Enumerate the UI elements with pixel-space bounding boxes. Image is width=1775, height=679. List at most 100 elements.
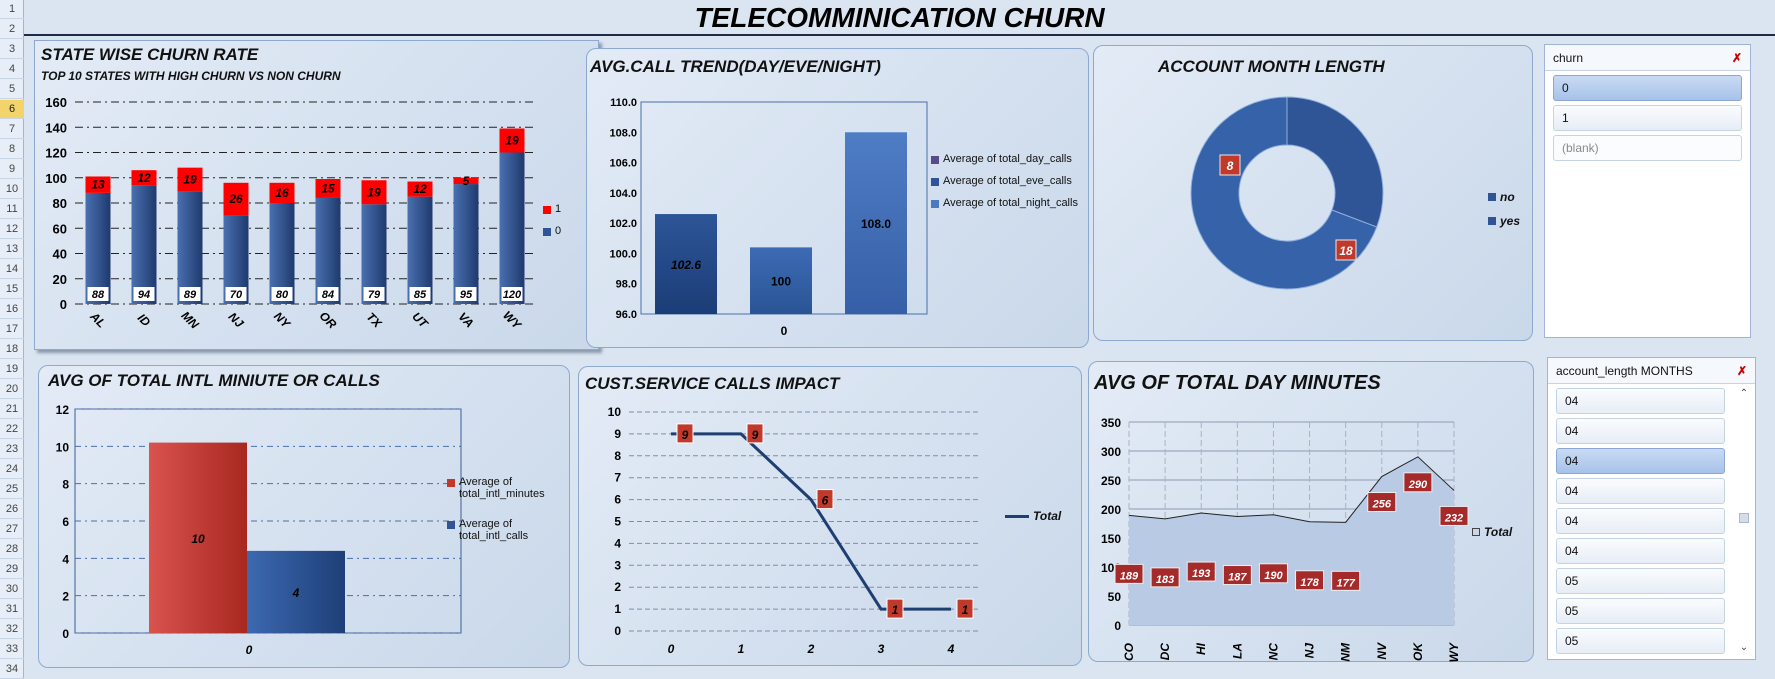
x-tick-label: TX (364, 310, 385, 331)
state-churn-chart[interactable]: STATE WISE CHURN RATE TOP 10 STATES WITH… (34, 40, 599, 350)
legend-label: 0 (555, 225, 562, 237)
row-number[interactable]: 21 (0, 400, 24, 419)
account-length-slicer-item[interactable]: 05 (1556, 568, 1725, 594)
state-churn-legend: 1 0 (543, 203, 561, 247)
legend-item: no (1488, 190, 1520, 204)
row-number[interactable]: 4 (0, 60, 24, 79)
account-length-slicer-item[interactable]: 04 (1556, 418, 1725, 444)
account-length-slicer[interactable]: account_length MONTHS ✗ 04 04 04 04 04 04 05 05… (1547, 357, 1756, 660)
data-label: 232 (1444, 512, 1463, 524)
row-number[interactable]: 10 (0, 180, 24, 199)
legend-label: Average of total_night_calls (943, 197, 1078, 209)
row-number[interactable]: 30 (0, 580, 24, 599)
row-number[interactable]: 13 (0, 240, 24, 259)
legend-swatch (931, 178, 939, 186)
x-tick-label: HI (1194, 642, 1208, 655)
row-number[interactable]: 14 (0, 260, 24, 279)
y-tick-label: 4 (614, 536, 621, 550)
slicer-header: account_length MONTHS ✗ (1548, 358, 1755, 384)
y-tick-label: 250 (1101, 474, 1121, 488)
x-tick-label: ID (135, 311, 154, 330)
account-length-slicer-item[interactable]: 05 (1556, 628, 1725, 654)
scroll-up-icon[interactable]: ⌃ (1739, 388, 1749, 399)
row-number[interactable]: 32 (0, 620, 24, 639)
data-label-churn: 13 (91, 178, 105, 192)
churn-slicer-item[interactable]: 0 (1553, 75, 1742, 101)
data-label: 189 (1120, 570, 1139, 582)
x-tick-label: LA (1230, 643, 1244, 659)
y-tick-label: 200 (1101, 503, 1121, 517)
row-number[interactable]: 24 (0, 460, 24, 479)
row-number[interactable]: 29 (0, 560, 24, 579)
row-number[interactable]: 15 (0, 280, 24, 299)
x-tick-label: MN (178, 308, 201, 331)
legend-label: 1 (555, 203, 562, 215)
row-number[interactable]: 5 (0, 80, 24, 99)
bar (845, 132, 907, 314)
legend-label: Average of total_day_calls (943, 153, 1072, 165)
row-number[interactable]: 3 (0, 40, 24, 59)
row-number[interactable]: 12 (0, 220, 24, 239)
data-label: 190 (1264, 570, 1283, 582)
row-number[interactable]: 27 (0, 520, 24, 539)
row-number[interactable]: 7 (0, 120, 24, 139)
label-box (1186, 561, 1216, 582)
x-tick-label: 0 (246, 643, 253, 657)
row-number[interactable]: 11 (0, 200, 24, 219)
data-label-churn: 12 (413, 182, 427, 196)
slicer-scrollbar[interactable]: ⌃ ⌄ (1737, 388, 1751, 653)
cust-service-chart[interactable]: CUST.SERVICE CALLS IMPACT 0 1 2 3 4 5 6 7 8 9 10 0 1… (578, 366, 1082, 666)
account-length-slicer-item[interactable]: 04 (1556, 478, 1725, 504)
clear-filter-icon[interactable]: ✗ (1736, 363, 1747, 378)
row-number[interactable]: 1 (0, 0, 24, 19)
row-number[interactable]: 8 (0, 140, 24, 159)
churn-slicer-item[interactable]: (blank) (1553, 135, 1742, 161)
label-box (1331, 570, 1361, 591)
row-number[interactable]: 22 (0, 420, 24, 439)
account-month-legend: no yes (1488, 190, 1520, 238)
data-label-nonchurn: 89 (184, 289, 197, 301)
scroll-down-icon[interactable]: ⌄ (1739, 642, 1749, 653)
row-number[interactable]: 33 (0, 640, 24, 659)
clear-filter-icon[interactable]: ✗ (1731, 50, 1742, 65)
bar-churn (453, 177, 479, 185)
account-length-slicer-item[interactable]: 04 (1556, 538, 1725, 564)
account-length-slicer-item[interactable]: 04 (1556, 388, 1725, 414)
data-label: 9 (682, 428, 689, 442)
row-number[interactable]: 25 (0, 480, 24, 499)
account-month-chart[interactable]: ACCOUNT MONTH LENGTH 8 18 no yes (1093, 45, 1533, 341)
row-number[interactable]: 18 (0, 340, 24, 359)
row-number[interactable]: 20 (0, 380, 24, 399)
row-number[interactable]: 16 (0, 300, 24, 319)
row-number[interactable]: 9 (0, 160, 24, 179)
row-number[interactable]: 28 (0, 540, 24, 559)
row-number[interactable]: 6 (0, 100, 24, 119)
data-label: 8 (1227, 159, 1234, 173)
avg-call-trend-chart[interactable]: AVG.CALL TREND(DAY/EVE/NIGHT) 96.0 98.0 10… (586, 48, 1089, 348)
y-tick-label: 98.0 (616, 279, 637, 291)
row-number[interactable]: 26 (0, 500, 24, 519)
day-minutes-chart[interactable]: AVG OF TOTAL DAY MINUTES 0 50 100 150 200 250… (1088, 361, 1534, 662)
label-box (409, 287, 431, 301)
churn-slicer-item[interactable]: 1 (1553, 105, 1742, 131)
row-number[interactable]: 2 (0, 20, 24, 39)
account-length-slicer-item[interactable]: 05 (1556, 598, 1725, 624)
row-number[interactable]: 31 (0, 600, 24, 619)
account-length-slicer-item[interactable]: 04 (1556, 508, 1725, 534)
row-number[interactable]: 23 (0, 440, 24, 459)
legend-item: Average of total_eve_calls (931, 175, 1078, 187)
y-tick-label: 106.0 (609, 158, 637, 170)
row-number[interactable]: 19 (0, 360, 24, 379)
label-box (956, 598, 974, 619)
row-header: 1 2 3 4 5 6 7 8 9 10 11 12 13 14 15 16 17 18 19 20 21 22 23 24 2… (0, 0, 24, 679)
intl-chart[interactable]: AVG OF TOTAL INTL MINIUTE OR CALLS 0 2 4 6 8… (38, 365, 570, 668)
churn-slicer[interactable]: churn ✗ 0 1 (blank) (1544, 44, 1751, 338)
account-length-slicer-item[interactable]: 04 (1556, 448, 1725, 474)
x-tick-label: WY (500, 308, 524, 332)
legend-label: Average of total_intl_minutes (459, 476, 545, 500)
scroll-thumb[interactable] (1739, 513, 1749, 523)
row-number[interactable]: 34 (0, 660, 24, 679)
x-tick-label: NY (271, 309, 293, 331)
row-number[interactable]: 17 (0, 320, 24, 339)
data-label: 10 (191, 532, 205, 546)
